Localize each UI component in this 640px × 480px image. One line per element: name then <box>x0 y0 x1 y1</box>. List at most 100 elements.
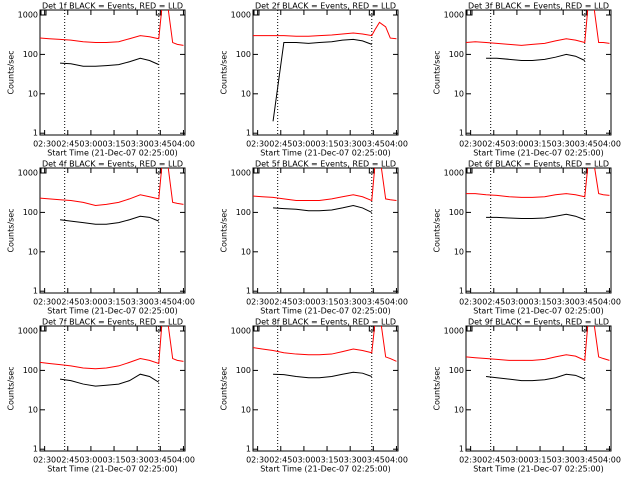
y-tick-label: 1000 <box>231 11 251 20</box>
panel: Det 1f BLACK = Events, RED = LLD 1 10 100 10… <box>7 2 195 158</box>
x-axis-label: Start Time (21-Dec-07 02:25:00) <box>47 307 178 316</box>
x-tick-label: 02:30 <box>246 456 269 465</box>
x-tick-label: 03:00 <box>292 140 315 149</box>
x-axis-label: Start Time (21-Dec-07 02:25:00) <box>47 149 178 158</box>
y-tick-label: 100 <box>449 208 464 217</box>
x-tick-label: 03:15 <box>529 456 552 465</box>
x-tick-label: 03:45 <box>575 298 598 307</box>
data-line <box>485 373 585 382</box>
x-tick-label: 04:00 <box>598 140 621 149</box>
data-line <box>253 168 397 202</box>
data-line <box>253 326 397 362</box>
y-tick-label: 1 <box>246 287 251 296</box>
plot-frame <box>465 9 612 136</box>
plot-frame <box>465 167 612 294</box>
x-axis-label: Start Time (21-Dec-07 02:25:00) <box>260 149 391 158</box>
plot-frame <box>465 325 612 452</box>
x-tick-label: 02:30 <box>33 456 56 465</box>
panel: Det 9f BLACK = Events, RED = LLD 1 10 100 10… <box>433 318 621 474</box>
x-axis-label: Start Time (21-Dec-07 02:25:00) <box>260 307 391 316</box>
x-tick-label: 03:30 <box>126 298 149 307</box>
plot-frame <box>252 167 399 294</box>
panel: Det 4f BLACK = Events, RED = LLD 1 10 100 10… <box>7 160 195 316</box>
y-tick-label: 1 <box>459 287 464 296</box>
data-line <box>40 326 184 370</box>
x-tick-label: 03:45 <box>362 140 385 149</box>
y-tick-label: 10 <box>28 405 38 414</box>
x-tick-label: 03:00 <box>79 298 102 307</box>
x-tick-label: 02:45 <box>56 298 79 307</box>
x-tick-label: 04:00 <box>385 456 408 465</box>
data-line <box>60 57 159 67</box>
data-line <box>253 21 397 40</box>
y-tick-label: 100 <box>449 50 464 59</box>
x-axis-label: Start Time (21-Dec-07 02:25:00) <box>473 307 604 316</box>
x-tick-label: 02:45 <box>56 140 79 149</box>
x-axis-label: Start Time (21-Dec-07 02:25:00) <box>47 465 178 474</box>
x-tick-label: 04:00 <box>172 298 195 307</box>
plot-frame <box>39 325 186 452</box>
y-axis-label: Counts/sec <box>433 366 442 410</box>
panel: Det 2f BLACK = Events, RED = LLD 1 10 100 10… <box>220 2 408 158</box>
x-tick-label: 04:00 <box>598 456 621 465</box>
y-tick-label: 1 <box>33 445 38 454</box>
x-tick-label: 02:30 <box>246 140 269 149</box>
x-tick-label: 04:00 <box>172 456 195 465</box>
chart-title: Det 2f BLACK = Events, RED = LLD <box>255 2 396 11</box>
y-tick-label: 10 <box>241 247 251 256</box>
x-tick-label: 04:00 <box>172 140 195 149</box>
y-tick-label: 1 <box>33 129 38 138</box>
x-axis-label: Start Time (21-Dec-07 02:25:00) <box>260 465 391 474</box>
data-line <box>40 168 184 206</box>
y-tick-label: 10 <box>28 247 38 256</box>
x-tick-label: 03:15 <box>103 140 126 149</box>
y-axis-label: Counts/sec <box>220 366 229 410</box>
y-tick-label: 1 <box>246 129 251 138</box>
x-tick-label: 03:15 <box>529 140 552 149</box>
y-axis-label: Counts/sec <box>7 366 16 410</box>
x-tick-label: 02:30 <box>459 140 482 149</box>
y-tick-label: 10 <box>454 247 464 256</box>
y-tick-label: 10 <box>28 89 38 98</box>
panel: Det 8f BLACK = Events, RED = LLD 1 10 100 10… <box>220 318 408 474</box>
y-tick-label: 1 <box>33 287 38 296</box>
y-tick-label: 100 <box>236 208 251 217</box>
y-axis-label: Counts/sec <box>220 50 229 94</box>
x-tick-label: 03:30 <box>126 140 149 149</box>
x-tick-label: 03:15 <box>316 140 339 149</box>
plot-frame <box>252 325 399 452</box>
chart-title: Det 4f BLACK = Events, RED = LLD <box>42 160 183 169</box>
data-line <box>486 213 585 221</box>
y-tick-label: 100 <box>23 208 38 217</box>
x-tick-label: 03:00 <box>79 140 102 149</box>
panel: Det 3f BLACK = Events, RED = LLD 1 10 100 10… <box>433 2 621 158</box>
y-axis-label: Counts/sec <box>220 208 229 252</box>
x-tick-label: 03:00 <box>505 456 528 465</box>
chart-title: Det 8f BLACK = Events, RED = LLD <box>255 318 396 327</box>
plot-frame <box>252 9 399 136</box>
x-tick-label: 02:45 <box>269 456 292 465</box>
x-tick-label: 03:30 <box>126 456 149 465</box>
data-line <box>466 326 610 362</box>
data-line <box>273 204 372 213</box>
plot-frame <box>39 167 186 294</box>
x-tick-label: 03:00 <box>292 298 315 307</box>
chart-title: Det 6f BLACK = Events, RED = LLD <box>468 160 609 169</box>
x-tick-label: 03:30 <box>339 140 362 149</box>
x-tick-label: 02:45 <box>482 298 505 307</box>
x-tick-label: 03:45 <box>575 456 598 465</box>
data-line <box>272 38 372 122</box>
x-axis-label: Start Time (21-Dec-07 02:25:00) <box>473 149 604 158</box>
y-tick-label: 1000 <box>444 327 464 336</box>
x-tick-label: 02:30 <box>33 298 56 307</box>
y-axis-label: Counts/sec <box>433 50 442 94</box>
plot-frame <box>39 9 186 136</box>
y-tick-label: 100 <box>449 366 464 375</box>
data-line <box>40 10 184 46</box>
y-tick-label: 1000 <box>444 169 464 178</box>
chart-title: Det 3f BLACK = Events, RED = LLD <box>468 2 609 11</box>
x-tick-label: 03:15 <box>316 456 339 465</box>
x-tick-label: 02:30 <box>459 456 482 465</box>
x-tick-label: 03:00 <box>505 140 528 149</box>
